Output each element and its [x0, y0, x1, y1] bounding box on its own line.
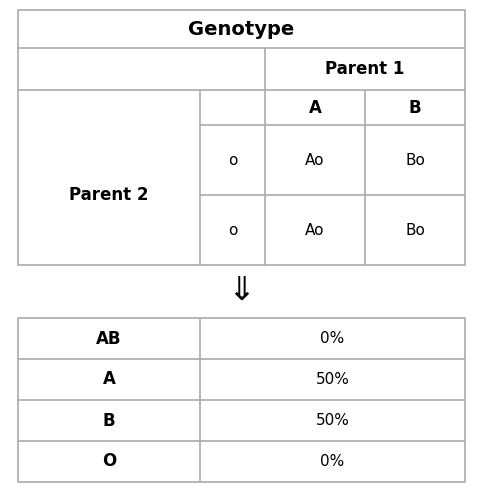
Text: A: A [102, 371, 115, 388]
Text: O: O [102, 453, 116, 470]
Text: B: B [409, 99, 421, 116]
Text: Parent 1: Parent 1 [326, 60, 405, 78]
Text: o: o [228, 222, 237, 238]
Text: 0%: 0% [320, 331, 345, 346]
Text: Genotype: Genotype [188, 20, 295, 38]
Text: Ao: Ao [305, 222, 325, 238]
Text: o: o [228, 153, 237, 167]
Text: Parent 2: Parent 2 [69, 186, 149, 204]
Text: ⇓: ⇓ [227, 273, 255, 306]
Text: Ao: Ao [305, 153, 325, 167]
Text: 0%: 0% [320, 454, 345, 469]
Text: B: B [103, 411, 115, 430]
Text: AB: AB [96, 329, 122, 348]
Text: 50%: 50% [315, 372, 349, 387]
Text: 50%: 50% [315, 413, 349, 428]
Text: Bo: Bo [405, 153, 425, 167]
Text: Bo: Bo [405, 222, 425, 238]
Text: A: A [309, 99, 322, 116]
